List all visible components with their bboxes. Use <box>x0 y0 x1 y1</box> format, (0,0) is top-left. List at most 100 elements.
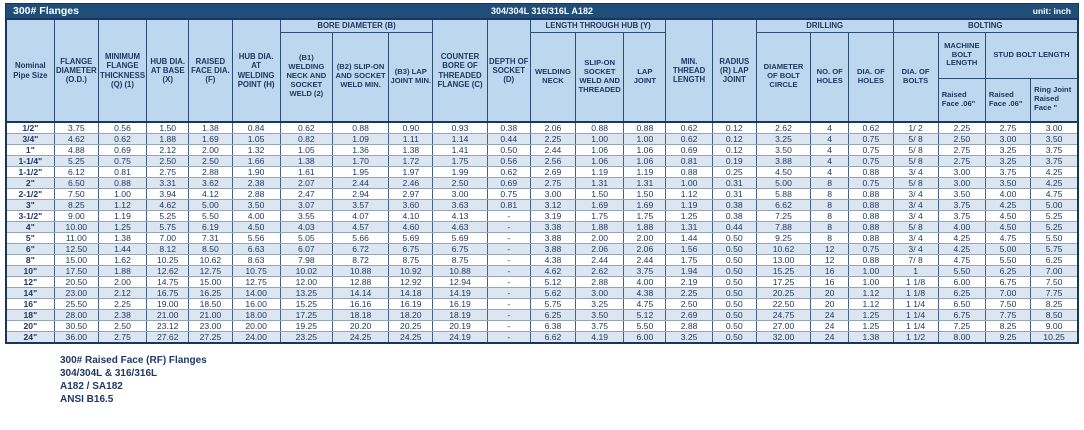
value-cell: 2.44 <box>529 144 577 156</box>
footer-line: 304/304L & 316/316L <box>60 368 158 379</box>
value-cell: 5/ 8 <box>892 155 939 167</box>
pipe-size-cell: 20" <box>5 320 55 332</box>
value-cell: 1.66 <box>231 155 281 167</box>
value-cell: 3/ 4 <box>892 166 939 178</box>
value-cell: 2.38 <box>97 309 148 321</box>
value-cell: 3.00 <box>937 166 986 178</box>
table-row: 1-1/4" 5.25 0.75 2.50 2.50 1.66 1.38 1.70 1.72 1.… <box>5 155 1079 167</box>
value-cell: - <box>486 254 531 266</box>
value-cell: 3.25 <box>575 298 625 310</box>
pipe-size-cell: 1-1/2" <box>5 166 55 178</box>
value-cell: 5.66 <box>331 232 390 244</box>
table-row: 8" 15.00 1.62 10.25 10.62 8.63 7.98 8.72 8.75 8.7… <box>5 254 1079 266</box>
value-cell: 2.50 <box>937 133 986 145</box>
value-cell: 4.25 <box>937 232 986 244</box>
value-cell: 4.03 <box>279 221 333 233</box>
value-cell: 1.44 <box>665 232 713 244</box>
value-cell: 2.69 <box>529 166 577 178</box>
material-spec-label: 304/304L 316/316L A182 <box>491 6 593 16</box>
value-cell: 5.69 <box>432 232 488 244</box>
value-cell: 24 <box>810 331 850 344</box>
value-cell: 28.00 <box>53 309 99 321</box>
value-cell: 1.31 <box>575 177 625 189</box>
col-header-hub-dia-base: HUB DIA. AT BASE (X) <box>146 18 190 123</box>
value-cell: 5/ 8 <box>892 221 939 233</box>
value-cell: 10.88 <box>432 265 488 277</box>
value-cell: 3.75 <box>575 320 625 332</box>
col-header-lap-joint: LAP JOINT <box>623 31 667 123</box>
value-cell: 6.25 <box>937 287 986 299</box>
value-cell: 6.25 <box>529 309 577 321</box>
value-cell: 1.70 <box>331 155 390 167</box>
value-cell: 0.88 <box>848 210 894 222</box>
col-header-welding-neck: WELDING NECK <box>529 31 577 123</box>
value-cell: 1.06 <box>623 144 667 156</box>
value-cell: - <box>486 298 531 310</box>
value-cell: 20.19 <box>432 320 488 332</box>
value-cell: 7.25 <box>755 210 812 222</box>
value-cell: 12.94 <box>432 276 488 288</box>
value-cell: 2.50 <box>665 298 713 310</box>
group-header-drilling: DRILLING <box>755 18 894 33</box>
value-cell: 2.00 <box>623 232 667 244</box>
value-cell: 0.50 <box>711 309 757 321</box>
value-cell: 3.50 <box>231 199 281 211</box>
value-cell: 24.19 <box>432 331 488 344</box>
value-cell: 3/ 4 <box>892 210 939 222</box>
value-cell: 3.75 <box>53 121 99 134</box>
value-cell: 2.44 <box>331 177 390 189</box>
value-cell: 8 <box>810 199 850 211</box>
value-cell: 1.25 <box>665 210 713 222</box>
value-cell: 0.50 <box>711 331 757 344</box>
value-cell: 8 <box>810 210 850 222</box>
value-cell: 4 <box>810 133 850 145</box>
value-cell: 0.88 <box>848 232 894 244</box>
col-header-nominal-pipe-size: Nominal Pipe Size <box>5 18 55 123</box>
value-cell: 0.84 <box>231 121 281 134</box>
value-cell: 2.62 <box>575 265 625 277</box>
value-cell: 18.19 <box>432 309 488 321</box>
group-header-bore-diameter: BORE DIAMETER (B) <box>279 18 434 33</box>
value-cell: 2.69 <box>665 309 713 321</box>
value-cell: 24.25 <box>331 331 390 344</box>
header-group-row: Nominal Pipe Size FLANGE DIAMETER (O.D.)… <box>5 18 1079 123</box>
value-cell: 10.25 <box>146 254 190 266</box>
value-cell: 1.99 <box>432 166 488 178</box>
value-cell: 12.75 <box>231 276 281 288</box>
pipe-size-cell: 6" <box>5 243 55 255</box>
value-cell: 4.62 <box>529 265 577 277</box>
value-cell: - <box>486 331 531 344</box>
value-cell: 1.90 <box>231 166 281 178</box>
value-cell: - <box>486 309 531 321</box>
col-header-ring-joint-raised-face: Ring Joint Raised Face " <box>1030 77 1079 123</box>
value-cell: 5.62 <box>529 287 577 299</box>
value-cell: 11.00 <box>53 232 99 244</box>
value-cell: 4.25 <box>937 243 986 255</box>
value-cell: 3.57 <box>331 199 390 211</box>
value-cell: 0.75 <box>848 133 894 145</box>
value-cell: - <box>486 221 531 233</box>
pipe-size-cell: 2-1/2" <box>5 188 55 200</box>
col-header-hub-dia-welding: HUB DIA. AT WELDING POINT (H) <box>231 18 281 123</box>
pipe-size-cell: 24" <box>5 331 55 344</box>
value-cell: 10.88 <box>331 265 390 277</box>
value-cell: 10.02 <box>279 265 333 277</box>
value-cell: 3.60 <box>388 199 434 211</box>
value-cell: 0.82 <box>279 133 333 145</box>
value-cell: 5/ 8 <box>892 133 939 145</box>
value-cell: 16.00 <box>231 298 281 310</box>
value-cell: 5.88 <box>755 188 812 200</box>
value-cell: 2.38 <box>231 177 281 189</box>
col-header-min-thickness: MINIMUM FLANGE THICKNESS (Q) (1) <box>97 18 148 123</box>
value-cell: 5.75 <box>1030 243 1079 255</box>
value-cell: 4.13 <box>432 210 488 222</box>
value-cell: 3.50 <box>984 177 1032 189</box>
value-cell: 1.06 <box>575 144 625 156</box>
value-cell: 4.75 <box>1030 188 1079 200</box>
pipe-size-cell: 14" <box>5 287 55 299</box>
value-cell: 5.50 <box>188 210 233 222</box>
value-cell: 4.50 <box>984 221 1032 233</box>
value-cell: 1.41 <box>432 144 488 156</box>
value-cell: 1 1/8 <box>892 287 939 299</box>
value-cell: 1.14 <box>432 133 488 145</box>
